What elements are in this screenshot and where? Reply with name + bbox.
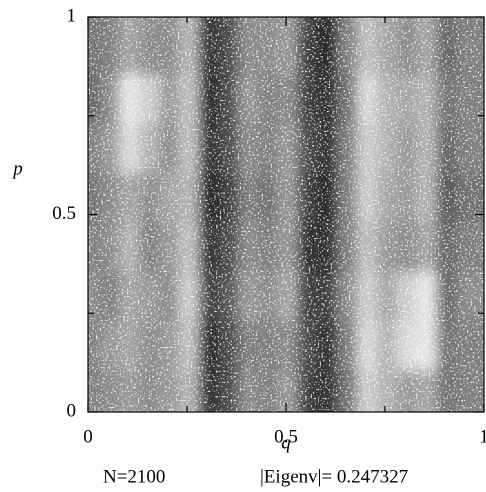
x-tick-label: 1 bbox=[479, 426, 486, 447]
annotation: N=2100 bbox=[103, 466, 165, 487]
x-tick-label: 0 bbox=[83, 426, 93, 447]
y-tick-label: 1 bbox=[67, 5, 77, 26]
x-label: q bbox=[281, 432, 291, 453]
y-tick-label: 0.5 bbox=[52, 203, 76, 224]
plot-area bbox=[88, 17, 484, 412]
y-tick-label: 0 bbox=[67, 400, 77, 421]
x-tick-label: 0.5 bbox=[274, 426, 298, 447]
annotation: |Eigenv|= 0.247327 bbox=[260, 466, 408, 487]
y-label: p bbox=[11, 158, 23, 179]
speckle bbox=[88, 17, 484, 412]
